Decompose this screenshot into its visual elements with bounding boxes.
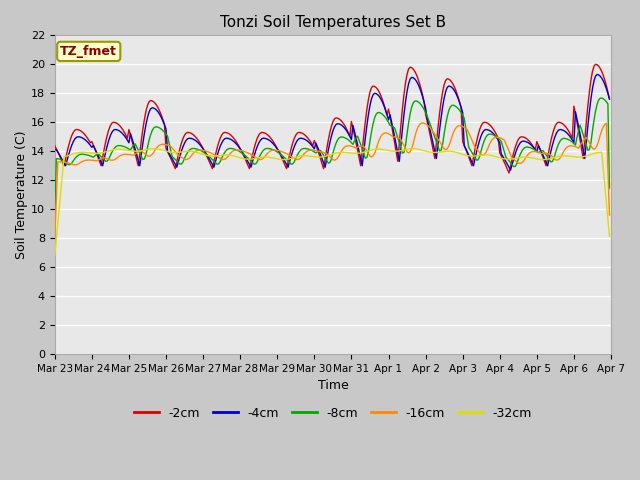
Text: TZ_fmet: TZ_fmet <box>60 45 117 58</box>
Title: Tonzi Soil Temperatures Set B: Tonzi Soil Temperatures Set B <box>220 15 446 30</box>
Y-axis label: Soil Temperature (C): Soil Temperature (C) <box>15 131 28 259</box>
Legend: -2cm, -4cm, -8cm, -16cm, -32cm: -2cm, -4cm, -8cm, -16cm, -32cm <box>129 402 537 425</box>
X-axis label: Time: Time <box>317 379 348 392</box>
